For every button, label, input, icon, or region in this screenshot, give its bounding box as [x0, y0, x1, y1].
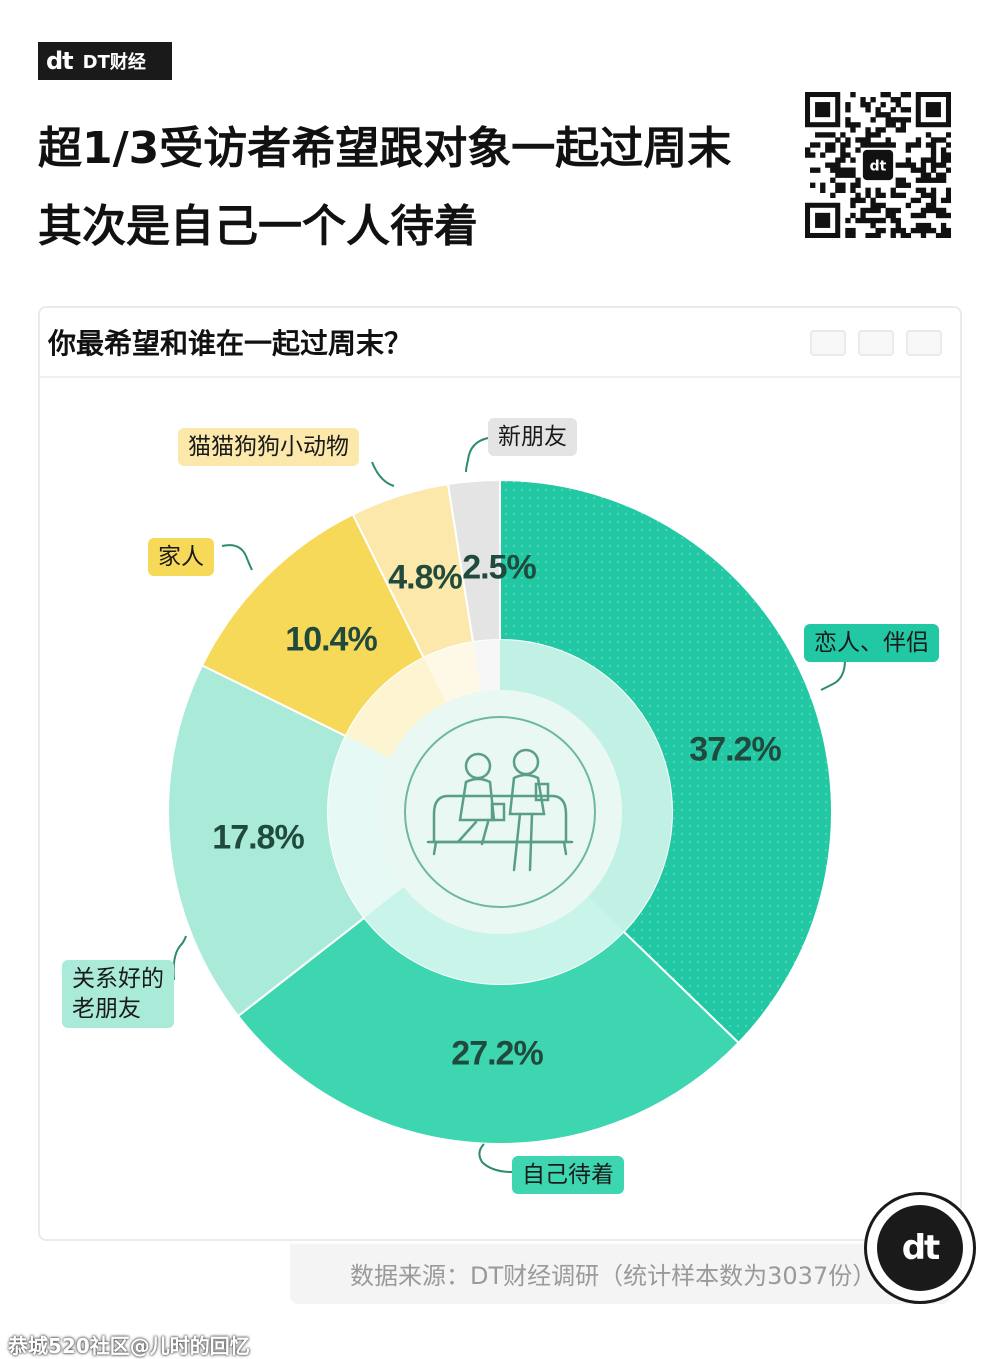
couch-illustration-icon [426, 748, 574, 872]
label-lover: 恋人、伴侣 [804, 624, 939, 662]
label-old-friends-line1: 关系好的 [72, 966, 164, 992]
slice-new-friends-inner [473, 640, 500, 692]
label-old-friends-line2: 老朋友 [72, 996, 141, 1022]
label-family: 家人 [148, 538, 214, 576]
slice-self [236, 916, 741, 1145]
leader-line [221, 544, 253, 571]
value-label-new-friends: 2.5% [462, 548, 536, 587]
slice-new-friends [446, 478, 501, 644]
title-line-2: 其次是自己一个人待着 [38, 201, 478, 252]
watermark-text: 恭城520社区@儿时的回忆 [8, 1334, 250, 1358]
leader-line [478, 1143, 513, 1173]
value-label-family: 10.4% [285, 620, 377, 659]
label-old-friends: 关系好的 老朋友 [62, 960, 174, 1028]
leader-line [371, 461, 395, 487]
label-new-friends: 新朋友 [488, 418, 577, 456]
title-line-1: 超1/3受访者希望跟对象一起过周末 [38, 123, 732, 174]
slice-lover-inner [500, 640, 672, 932]
donut-core [378, 690, 622, 934]
page-title: 超1/3受访者希望跟对象一起过周末 其次是自己一个人待着 [38, 110, 798, 266]
leader-line [465, 437, 489, 473]
dt-logo-icon: dt [877, 1205, 963, 1291]
label-pets: 猫猫狗狗小动物 [178, 428, 359, 466]
window-icon[interactable] [906, 330, 942, 356]
svg-text:dt: dt [870, 159, 887, 175]
source-bar [290, 1244, 950, 1304]
slice-family-inner [345, 657, 446, 759]
camera-icon[interactable] [858, 330, 894, 356]
brand-name: DT财经 [82, 52, 146, 73]
leader-line [820, 659, 846, 691]
value-label-old-friends: 17.8% [212, 818, 304, 857]
core-ring [404, 716, 596, 908]
slice-old-friends [167, 663, 366, 1018]
qr-code-icon[interactable]: dt [805, 92, 952, 239]
value-label-pets: 4.8% [388, 558, 462, 597]
value-label-lover: 37.2% [689, 730, 781, 769]
slice-self-inner [364, 886, 624, 984]
leader-line [172, 935, 187, 981]
slice-old-friends-inner [328, 736, 404, 918]
label-self: 自己待着 [512, 1156, 624, 1194]
value-label-self: 27.2% [451, 1034, 543, 1073]
dt-logo-icon: dt [46, 47, 74, 75]
record-icon[interactable] [810, 330, 846, 356]
round-logo: dt [864, 1192, 976, 1304]
brand-badge: dt DT财经 [38, 42, 172, 80]
slice-lover-texture [500, 480, 832, 1043]
chart-question: 你最希望和谁在一起过周末？ [48, 327, 413, 360]
slice-pets-inner [423, 642, 481, 703]
data-source: 数据来源：DT财经调研（统计样本数为3037份） [350, 1262, 877, 1290]
card-header: 你最希望和谁在一起过周末？ [40, 308, 960, 378]
